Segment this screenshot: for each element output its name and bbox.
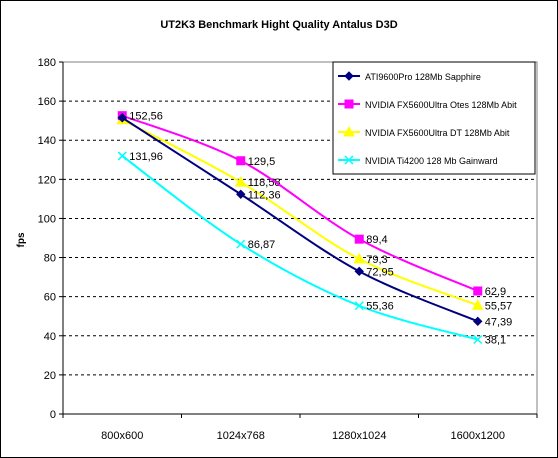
- y-tick-label: 120: [38, 174, 56, 186]
- chart-title: UT2K3 Benchmark Hight Quality Antalus D3…: [160, 19, 397, 31]
- legend-label: ATI9600Pro 128Mb Sapphire: [365, 72, 481, 82]
- data-point: [473, 334, 483, 345]
- series-line: [121, 118, 479, 307]
- data-point: [117, 151, 127, 161]
- y-tick-label: 0: [50, 409, 56, 421]
- data-point: [354, 301, 364, 311]
- data-point: [343, 125, 355, 137]
- data-label: 152,56: [129, 111, 163, 123]
- legend-item: NVIDIA FX5600Ultra DT 128Mb Abit: [338, 125, 510, 138]
- x-tick-label: 800x600: [101, 430, 143, 442]
- y-tick-label: 100: [38, 213, 56, 225]
- legend-label: NVIDIA Ti4200 128 Mb Gainward: [365, 156, 498, 166]
- data-label: 55,57: [485, 300, 513, 312]
- series-layer: 131,9686,8755,3638,1118,5879,355,57152,5…: [116, 111, 513, 346]
- legend-label: NVIDIA FX5600Ultra DT 128Mb Abit: [365, 128, 510, 138]
- data-point: [353, 252, 366, 264]
- series-1: 112,36 72,95 47,39: [117, 113, 513, 328]
- y-tick-label: 160: [38, 96, 56, 108]
- legend-item: NVIDIA Ti4200 128 Mb Gainward: [338, 155, 498, 166]
- y-tick-label: 140: [38, 135, 56, 147]
- x-tick-label: 1024x768: [217, 430, 265, 442]
- y-tick-label: 80: [44, 253, 56, 265]
- data-point: [354, 266, 364, 277]
- data-point: [473, 316, 483, 327]
- data-label: 72,95: [366, 266, 394, 278]
- data-point: [344, 99, 354, 109]
- data-point: [344, 155, 354, 165]
- data-point: [236, 239, 246, 249]
- series-line: [121, 114, 479, 292]
- data-point: [236, 156, 246, 166]
- grid-lines: [63, 100, 537, 376]
- x-axis: 800x600 1024x768 1280x1024 1600x1200: [62, 413, 538, 442]
- data-label: 131,96: [129, 151, 163, 163]
- series-line: [121, 155, 479, 341]
- y-axis: 0 20 40 60 80 100 120 140 160 180: [38, 57, 64, 421]
- legend-label: NVIDIA FX5600Ultra Otes 128Mb Abit: [365, 100, 517, 110]
- legend: ATI9600Pro 128Mb Sapphire NVIDIA FX5600Ul…: [332, 61, 536, 175]
- series-line: [121, 116, 479, 323]
- data-label: 62,9: [485, 286, 506, 298]
- data-label: 47,39: [485, 316, 513, 328]
- data-point: [471, 299, 484, 310]
- x-tick-label: 1600x1200: [451, 430, 505, 442]
- data-label: 86,87: [248, 239, 276, 251]
- data-point: [236, 189, 246, 199]
- y-tick-label: 60: [44, 292, 56, 304]
- data-label: 55,36: [366, 301, 394, 313]
- y-tick-label: 40: [44, 331, 56, 343]
- legend-item: ATI9600Pro 128Mb Sapphire: [338, 71, 481, 82]
- y-tick-label: 180: [38, 57, 56, 69]
- legend-item: NVIDIA FX5600Ultra Otes 128Mb Abit: [338, 99, 517, 110]
- data-point: [234, 176, 247, 187]
- data-label: 89,4: [366, 234, 387, 246]
- data-label: 112,36: [248, 189, 281, 201]
- y-axis-label: fps: [16, 232, 27, 247]
- x-tick-label: 1280x1024: [332, 430, 386, 442]
- data-label: 38,1: [485, 334, 506, 346]
- series-4: 131,96 86,87 55,36 38,1: [117, 151, 506, 346]
- data-point: [473, 286, 483, 296]
- data-label: 79,3: [366, 254, 387, 266]
- data-point: [344, 71, 354, 81]
- data-point: [117, 113, 127, 123]
- legend-box: [332, 61, 536, 175]
- data-label: 129,5: [248, 156, 276, 168]
- series-2: 152,56 129,5 89,4 62,9: [117, 111, 506, 298]
- y-tick-label: 20: [44, 370, 56, 382]
- data-point: [354, 234, 364, 244]
